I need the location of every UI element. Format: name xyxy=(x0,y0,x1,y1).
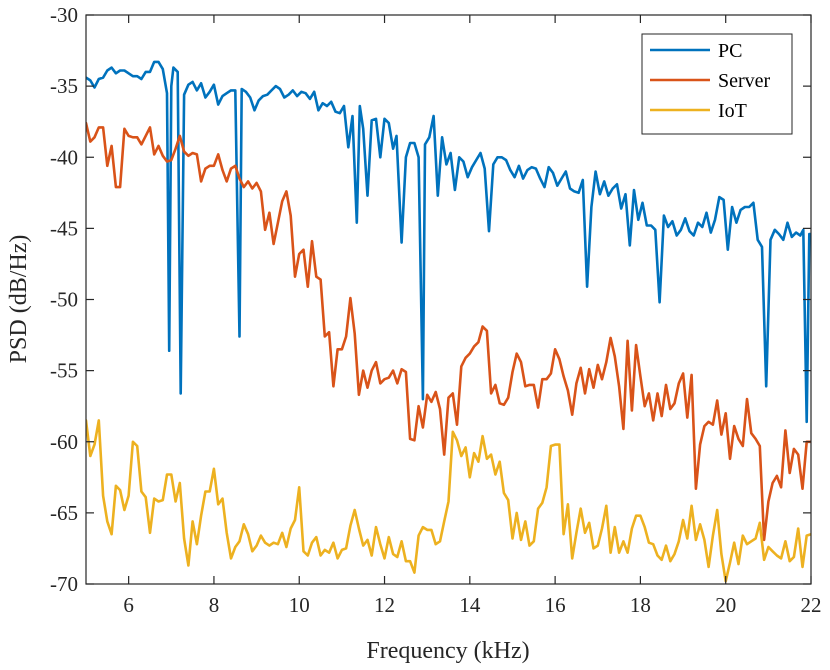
y-tick-label: -55 xyxy=(50,359,78,383)
plot-area xyxy=(86,60,811,583)
y-tick-label: -45 xyxy=(50,216,78,240)
series-line-pc xyxy=(86,60,811,424)
x-tick-label: 12 xyxy=(374,593,395,617)
x-tick-label: 8 xyxy=(209,593,220,617)
y-tick-label: -30 xyxy=(50,3,78,27)
legend-label-server: Server xyxy=(718,70,771,92)
x-axis-title: Frequency (kHz) xyxy=(366,638,529,664)
x-tick-label: 6 xyxy=(123,593,134,617)
y-tick-label: -60 xyxy=(50,430,78,454)
y-tick-label: -70 xyxy=(50,572,78,596)
x-tick-label: 16 xyxy=(545,593,566,617)
legend-label-pc: PC xyxy=(718,40,742,62)
x-tick-label: 14 xyxy=(459,593,481,617)
y-tick-label: -65 xyxy=(50,501,78,525)
series-line-server xyxy=(86,121,811,542)
x-tick-label: 10 xyxy=(289,593,310,617)
y-tick-label: -50 xyxy=(50,288,78,312)
y-tick-label: -40 xyxy=(50,145,78,169)
series-line-iot xyxy=(86,419,811,583)
x-tick-label: 22 xyxy=(801,593,822,617)
y-tick-label: -35 xyxy=(50,74,78,98)
legend: PC Server IoT xyxy=(641,33,793,135)
legend-label-iot: IoT xyxy=(718,100,747,122)
x-tick-label: 18 xyxy=(630,593,651,617)
y-axis-title: PSD (dB/Hz) xyxy=(6,235,32,364)
axis-ticks: 6 8 10 12 14 16 18 20 22 -30 -35 -40 -45 -50 -55 -60 -65… xyxy=(50,3,822,617)
x-tick-label: 20 xyxy=(715,593,736,617)
